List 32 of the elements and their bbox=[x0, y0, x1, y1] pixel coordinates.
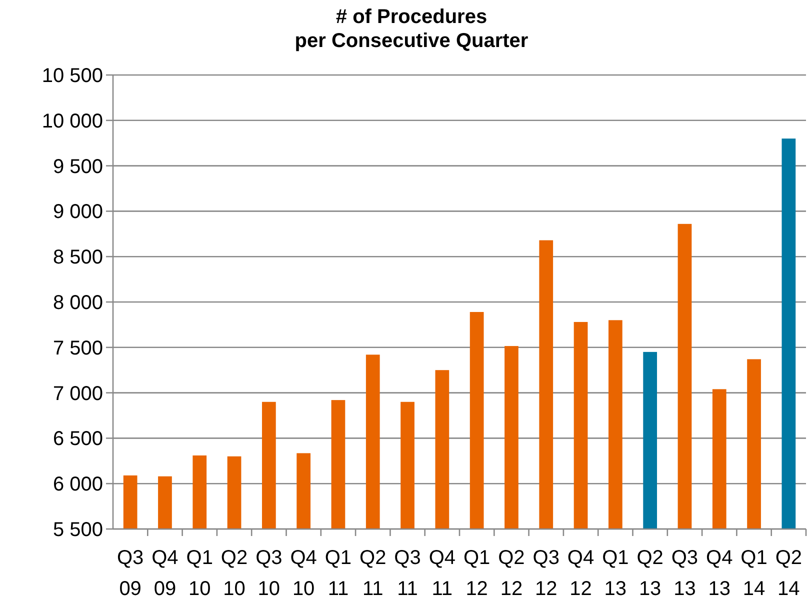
y-tick-label: 5 500 bbox=[52, 519, 103, 541]
y-tick-label: 9 000 bbox=[52, 201, 103, 224]
x-tick-label: Q1 10 bbox=[186, 547, 213, 600]
y-tick-label: 7 500 bbox=[52, 337, 103, 360]
y-tick-label: 8 000 bbox=[52, 292, 103, 314]
x-tick-label: Q2 10 bbox=[220, 547, 248, 600]
y-tick-label: 10 500 bbox=[42, 65, 103, 87]
x-tick-label: Q1 11 bbox=[324, 547, 352, 600]
x-tick-label: Q2 13 bbox=[636, 547, 664, 600]
x-tick-label: Q4 13 bbox=[706, 547, 733, 600]
x-tick-label: Q4 11 bbox=[428, 547, 456, 600]
y-tick-label: 9 500 bbox=[52, 156, 103, 178]
x-tick-label: Q2 14 bbox=[775, 547, 802, 600]
x-tick-label: Q3 10 bbox=[256, 547, 282, 600]
x-tick-label: Q1 13 bbox=[602, 547, 629, 600]
x-tick-label: Q3 13 bbox=[671, 547, 698, 600]
x-tick-label: Q3 11 bbox=[394, 547, 421, 600]
y-tick-label: 6 000 bbox=[52, 474, 103, 496]
x-tick-label: Q2 12 bbox=[498, 547, 525, 600]
x-tick-label: Q4 09 bbox=[152, 547, 178, 600]
y-tick-label: 10 000 bbox=[42, 110, 103, 132]
y-tick-label: 7 000 bbox=[52, 382, 103, 405]
x-tick-label: Q4 12 bbox=[567, 547, 594, 600]
x-tick-label: Q3 09 bbox=[116, 547, 144, 600]
y-tick-label: 6 500 bbox=[52, 428, 103, 450]
x-tick-label: Q3 12 bbox=[532, 547, 560, 600]
x-tick-label: Q1 14 bbox=[740, 547, 768, 600]
x-tick-label: Q2 11 bbox=[360, 547, 386, 600]
chart-title: # of Procedures per Consecutive Quarter bbox=[294, 6, 528, 52]
x-tick-label: Q1 12 bbox=[463, 547, 490, 600]
y-tick-label: 8 500 bbox=[52, 246, 103, 269]
x-tick-label: Q4 10 bbox=[290, 547, 317, 600]
